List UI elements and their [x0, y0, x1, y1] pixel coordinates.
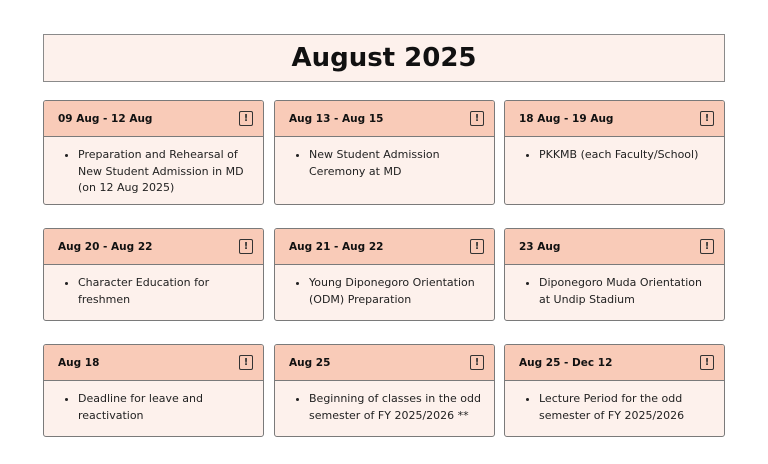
event-description: Preparation and Rehearsal of New Student…	[78, 147, 253, 197]
event-card-header: Aug 18!	[44, 345, 263, 381]
event-date: Aug 13 - Aug 15	[289, 112, 384, 125]
event-card-header: Aug 13 - Aug 15!	[275, 101, 494, 137]
event-list: PKKMB (each Faculty/School)	[505, 137, 724, 172]
event-card: Aug 20 - Aug 22! Character Education for …	[43, 228, 264, 321]
event-list: New Student Admission Ceremony at MD	[275, 137, 494, 188]
event-date: 09 Aug - 12 Aug	[58, 112, 153, 125]
event-card-header: 09 Aug - 12 Aug!	[44, 101, 263, 137]
event-description: Diponegoro Muda Orientation at Undip Sta…	[539, 275, 714, 308]
event-card-header: 18 Aug - 19 Aug!	[505, 101, 724, 137]
event-card: Aug 21 - Aug 22! Young Diponegoro Orienta…	[274, 228, 495, 321]
event-description: Deadline for leave and reactivation	[78, 391, 253, 424]
event-date: Aug 21 - Aug 22	[289, 240, 384, 253]
exclamation-icon: !	[470, 355, 484, 370]
page-title: August 2025	[43, 34, 725, 82]
exclamation-icon: !	[700, 111, 714, 126]
event-card: 18 Aug - 19 Aug! PKKMB (each Faculty/Scho…	[504, 100, 725, 205]
exclamation-icon: !	[470, 111, 484, 126]
event-description: PKKMB (each Faculty/School)	[539, 147, 714, 164]
event-list: Deadline for leave and reactivation	[44, 381, 263, 432]
exclamation-icon: !	[700, 239, 714, 254]
event-card: 23 Aug! Diponegoro Muda Orientation at Un…	[504, 228, 725, 321]
event-card-header: Aug 21 - Aug 22!	[275, 229, 494, 265]
exclamation-icon: !	[239, 111, 253, 126]
event-list: Beginning of classes in the odd semester…	[275, 381, 494, 432]
event-date: Aug 20 - Aug 22	[58, 240, 153, 253]
event-card-header: Aug 20 - Aug 22!	[44, 229, 263, 265]
event-card-header: Aug 25!	[275, 345, 494, 381]
event-date: 18 Aug - 19 Aug	[519, 112, 614, 125]
event-description: Character Education for freshmen	[78, 275, 253, 308]
event-description: Young Diponegoro Orientation (ODM) Prepa…	[309, 275, 484, 308]
event-card: Aug 18! Deadline for leave and reactivati…	[43, 344, 264, 437]
event-list: Diponegoro Muda Orientation at Undip Sta…	[505, 265, 724, 316]
event-card: 09 Aug - 12 Aug! Preparation and Rehearsa…	[43, 100, 264, 205]
event-list: Young Diponegoro Orientation (ODM) Prepa…	[275, 265, 494, 316]
exclamation-icon: !	[239, 239, 253, 254]
event-list: Character Education for freshmen	[44, 265, 263, 316]
exclamation-icon: !	[239, 355, 253, 370]
event-description: New Student Admission Ceremony at MD	[309, 147, 484, 180]
event-list: Preparation and Rehearsal of New Student…	[44, 137, 263, 204]
event-card: Aug 25 - Dec 12! Lecture Period for the o…	[504, 344, 725, 437]
event-description: Beginning of classes in the odd semester…	[309, 391, 484, 424]
event-card: Aug 13 - Aug 15! New Student Admission Ce…	[274, 100, 495, 205]
event-date: Aug 25 - Dec 12	[519, 356, 613, 369]
exclamation-icon: !	[470, 239, 484, 254]
event-card-header: 23 Aug!	[505, 229, 724, 265]
event-card-header: Aug 25 - Dec 12!	[505, 345, 724, 381]
event-card: Aug 25! Beginning of classes in the odd s…	[274, 344, 495, 437]
event-list: Lecture Period for the odd semester of F…	[505, 381, 724, 432]
event-description: Lecture Period for the odd semester of F…	[539, 391, 714, 424]
event-date: 23 Aug	[519, 240, 561, 253]
exclamation-icon: !	[700, 355, 714, 370]
event-date: Aug 18	[58, 356, 100, 369]
event-date: Aug 25	[289, 356, 331, 369]
